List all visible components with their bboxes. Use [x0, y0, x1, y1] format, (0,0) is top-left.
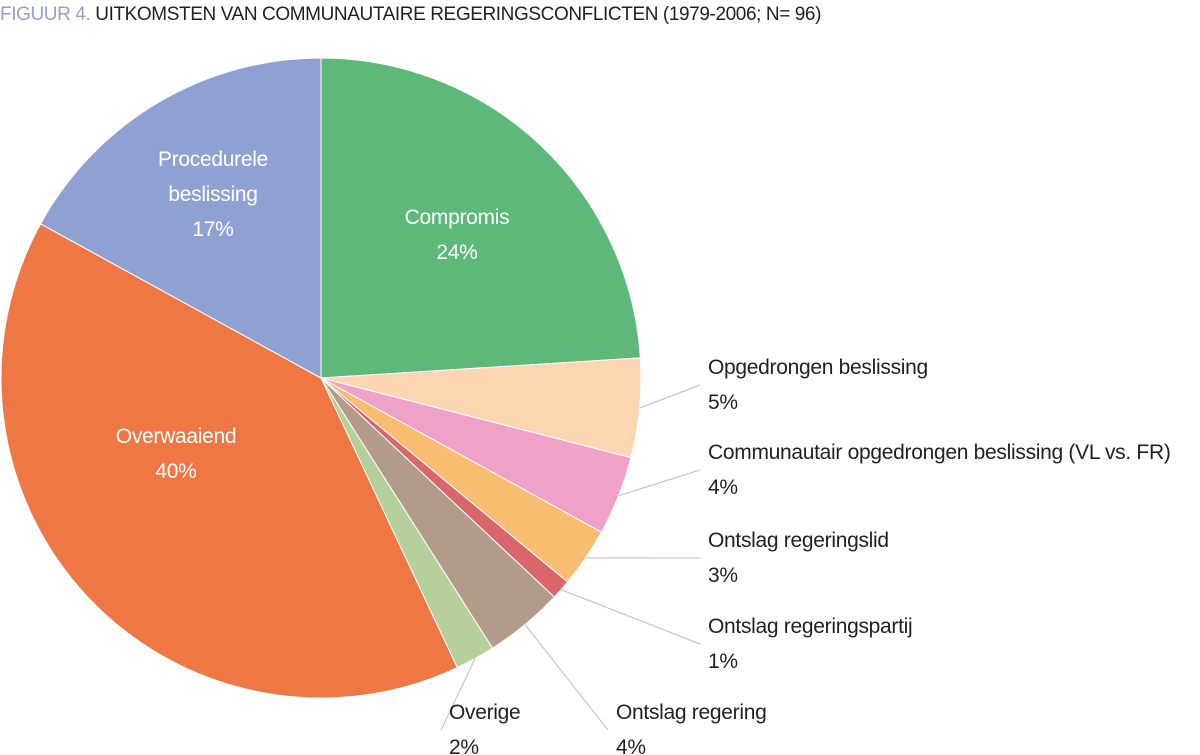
slice-label: Opgedrongen beslissing 5% — [708, 350, 928, 420]
pie-slice — [320, 57, 641, 379]
leader-line — [524, 624, 609, 731]
category-label: Ontslag regeringspartij — [708, 615, 913, 638]
value-label: 2% — [449, 736, 479, 755]
leader-line — [440, 658, 476, 731]
slice-label: Ontslag regeringslid 3% — [708, 523, 889, 593]
title-text: UITKOMSTEN VAN COMMUNAUTAIRE REGERINGSCO… — [95, 4, 822, 25]
category-label: Ontslag regeringslid — [708, 529, 889, 552]
slice-label: Overwaaiend 40% — [101, 419, 251, 489]
pie-slice — [0, 223, 458, 699]
chart-title: FIGUUR 4. UITKOMSTEN VAN COMMUNAUTAIRE R… — [0, 4, 821, 26]
value-label: 3% — [708, 564, 738, 587]
slice-label: Communautair opgedrongen beslissing (VL … — [708, 435, 1171, 505]
category-label: Overwaaiend — [115, 425, 237, 448]
value-label: 4% — [616, 736, 646, 755]
leader-line — [618, 469, 701, 497]
category-label: Ontslag regering — [616, 701, 767, 724]
category-label: Communautair opgedrongen beslissing (VL … — [708, 441, 1171, 464]
value-label: 4% — [708, 476, 738, 499]
leader-line — [639, 384, 701, 409]
figure-label: FIGUUR 4. — [0, 4, 91, 25]
value-label: 17% — [192, 218, 234, 241]
slice-label: Procedurele beslissing 17% — [138, 142, 288, 247]
slice-label: Compromis 24% — [382, 200, 532, 270]
value-label: 1% — [708, 650, 738, 673]
category-label: Compromis — [404, 206, 510, 229]
value-label: 40% — [155, 460, 197, 483]
leader-line — [560, 589, 701, 645]
category-label: Overige — [449, 701, 521, 724]
slice-label: Ontslag regering 4% — [616, 695, 767, 755]
value-label: 5% — [708, 391, 738, 414]
category-label: Opgedrongen beslissing — [708, 356, 928, 379]
slice-label: Overige 2% — [449, 695, 521, 755]
pie-slice — [39, 57, 322, 379]
category-label: Procedurele beslissing — [158, 148, 268, 206]
value-label: 24% — [436, 241, 478, 264]
slice-label: Ontslag regeringspartij 1% — [708, 609, 913, 679]
